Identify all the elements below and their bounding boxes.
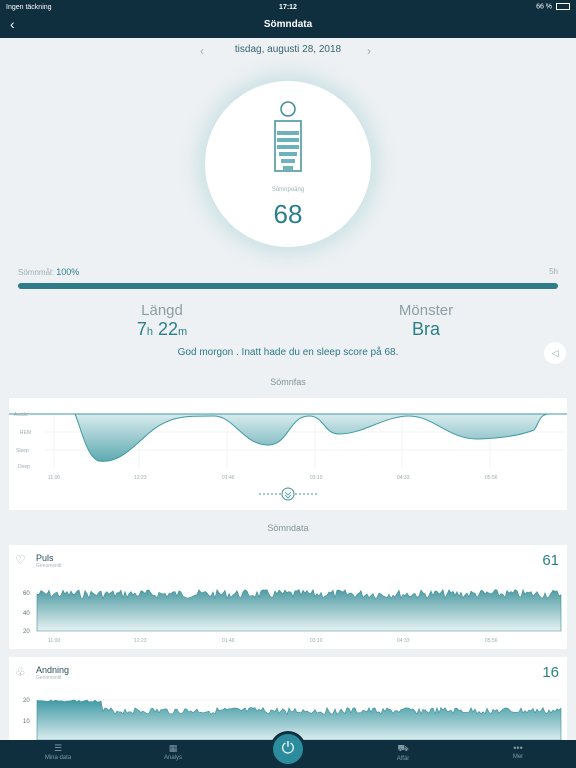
lungs-icon: ♧	[15, 665, 26, 679]
power-button[interactable]: ⏻	[270, 731, 306, 767]
tab-shop[interactable]: ⛟ Affär	[363, 740, 443, 768]
pulse-x-label: 05:56	[485, 638, 498, 644]
phase-section-title: Sömnfas	[270, 377, 306, 387]
tab-label: Mina data	[44, 755, 72, 761]
pulse-y-label: 20	[23, 629, 30, 635]
breathing-y-label: 10	[23, 719, 30, 725]
sleep-goal-row: Sömnmål: 100% 5h	[18, 267, 558, 277]
breathing-value: 16	[542, 664, 559, 681]
chart-icon: ▦	[168, 743, 178, 753]
phase-x-label: 11:00	[48, 475, 60, 481]
page-title: Sömndata	[263, 19, 313, 30]
score-value: 68	[273, 199, 303, 229]
phase-x-label: 04:33	[397, 475, 410, 481]
nav-bar: ‹ Sömndata	[0, 14, 576, 38]
pulse-y-label: 60	[23, 591, 30, 597]
hours-unit: h	[146, 326, 153, 338]
more-icon: •••	[513, 743, 523, 753]
score-label: Sömnpoäng	[271, 187, 305, 193]
phase-x-label: 12:23	[134, 475, 147, 481]
sleeping-person-icon	[274, 101, 302, 172]
tab-analysis[interactable]: ▦ Analys	[133, 740, 213, 768]
breathing-y-label: 20	[23, 698, 30, 704]
sleep-score-circle[interactable]: Sömnpoäng 68	[205, 81, 371, 247]
heart-icon: ♡	[15, 553, 26, 567]
speaker-icon[interactable]: ◁	[544, 342, 566, 364]
date-label: tisdag, augusti 28, 2018	[234, 44, 342, 55]
data-section-title: Sömndata	[267, 523, 309, 533]
date-selector: ‹ tisdag, augusti 28, 2018 ›	[0, 44, 576, 62]
pulse-x-label: 04:33	[397, 638, 410, 644]
pulse-x-label: 12:23	[134, 638, 147, 644]
pulse-y-label: 40	[23, 611, 30, 617]
chevron-left-icon[interactable]: ‹	[10, 16, 15, 32]
breathing-subtitle: Genomsnitt	[36, 675, 62, 681]
breathing-card[interactable]: ♧ Andning Genomsnitt 16 20 10	[9, 657, 567, 740]
tab-more[interactable]: ••• Mer	[478, 740, 558, 768]
goal-label: Sömnmål:	[18, 268, 55, 277]
list-icon: ☰	[53, 743, 63, 753]
pattern-value: Bra	[411, 319, 440, 339]
phase-y-label-rem: REM	[20, 430, 31, 436]
tab-my-data[interactable]: ☰ Mina data	[18, 740, 98, 768]
tab-label: Affär	[396, 756, 410, 762]
battery-label: 66 %	[536, 3, 570, 11]
phase-y-label-deep: Deep	[18, 464, 30, 470]
status-bar: Ingen täckning 17:12 66 %	[0, 0, 576, 14]
pulse-x-label: 01:46	[222, 638, 235, 644]
cart-icon: ⛟	[397, 743, 409, 753]
status-time: 17:12	[279, 3, 297, 11]
tab-label: Analys	[163, 755, 182, 761]
pattern-label: Mönster	[398, 302, 454, 319]
pulse-value: 61	[542, 552, 559, 569]
breathing-title: Andning	[36, 665, 70, 675]
pulse-title: Puls	[36, 553, 54, 563]
phase-y-label-sleep: Sleep	[16, 448, 29, 454]
pulse-x-label: 03:10	[310, 638, 323, 644]
battery-percent: 66 %	[536, 3, 553, 11]
next-day-icon[interactable]: ›	[367, 44, 371, 58]
goal-progress-bar	[18, 283, 558, 289]
duration-hours: 7	[136, 319, 147, 339]
pattern-stat: Mönster Bra	[326, 302, 526, 340]
phase-area	[45, 413, 565, 462]
breathing-area	[36, 699, 562, 740]
phase-x-label: 01:46	[222, 475, 235, 481]
pulse-area	[36, 588, 562, 632]
previous-day-icon[interactable]: ‹	[200, 44, 204, 58]
morning-message: God morgon . Inatt hade du en sleep scor…	[177, 347, 399, 358]
power-icon: ⏻	[281, 740, 295, 757]
phase-x-label: 03:10	[310, 475, 323, 481]
duration-stat: Längd 7h 22m	[62, 302, 262, 340]
sleep-phase-card[interactable]: Awake REM Sleep Deep 11:00 12:23 01:46 0…	[9, 398, 567, 510]
duration-minutes: 22	[157, 319, 178, 339]
phase-x-label: 05:56	[485, 475, 498, 481]
minutes-unit: m	[178, 326, 188, 338]
pulse-card[interactable]: ♡ Puls Genomsnitt 61 60 40 20 0 11:00 12…	[9, 545, 567, 649]
carrier-label: Ingen täckning	[6, 3, 52, 11]
sleep-phase-chart: Awake REM Sleep Deep 11:00 12:23 01:46 0…	[9, 412, 567, 501]
pulse-chart: 60 40 20 0 11:00 12:23 01:46 03:10 04:33…	[23, 588, 562, 644]
breathing-chart: 20 10	[23, 698, 562, 740]
duration-label: Längd	[141, 302, 183, 319]
expand-chevron-icon[interactable]	[281, 487, 295, 501]
goal-right-label: 5h	[549, 267, 558, 276]
goal-percent: 100%	[56, 267, 80, 277]
pulse-subtitle: Genomsnitt	[36, 563, 62, 569]
tab-label: Mer	[512, 754, 524, 760]
pulse-x-label: 11:00	[48, 638, 60, 644]
duration-value: 7h 22m	[62, 319, 262, 340]
phase-y-label-awake: Awake	[14, 412, 29, 418]
battery-icon	[556, 3, 570, 11]
